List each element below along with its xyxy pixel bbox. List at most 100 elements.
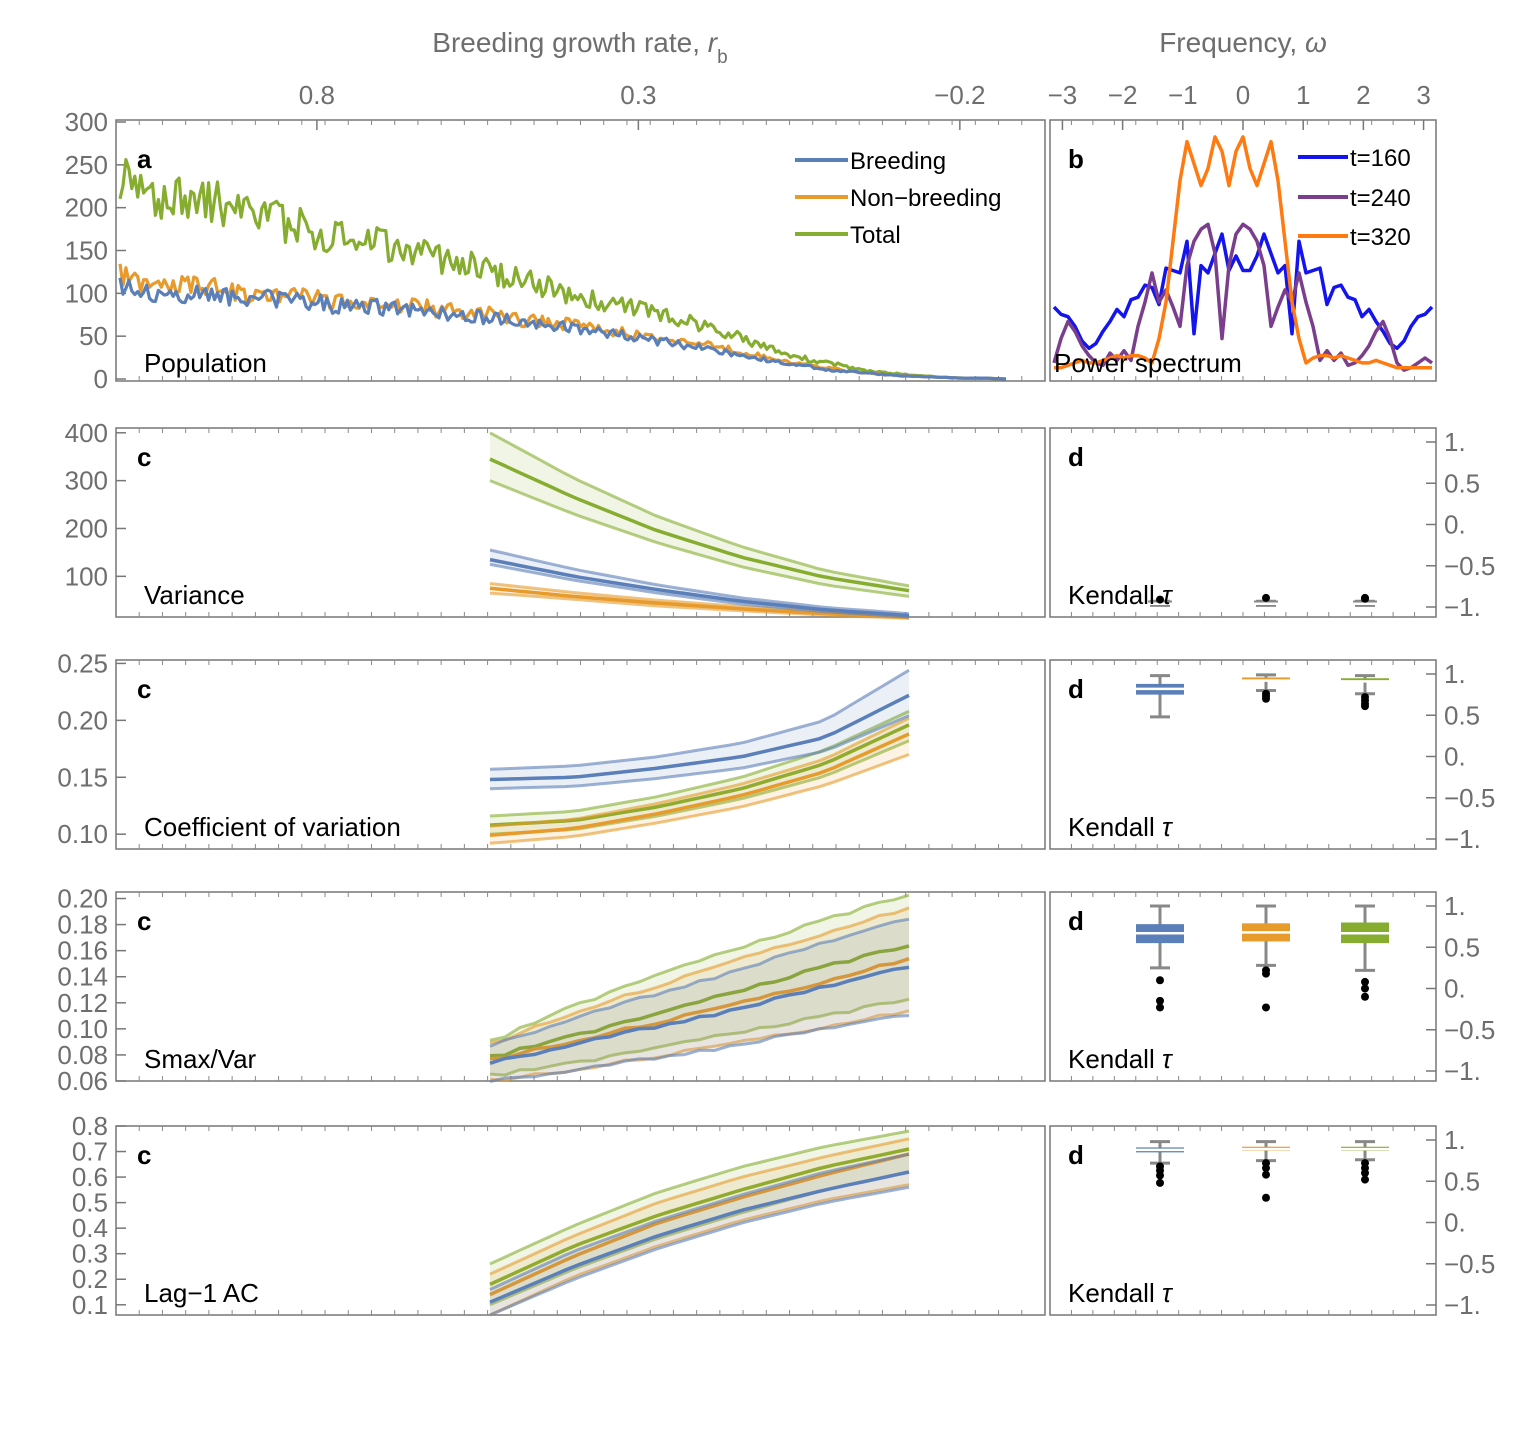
box-1-2-outlier [1361, 702, 1369, 711]
band-mean-nonbreeding [489, 1152, 910, 1297]
y-tick-label-c-lag1: 0.2 [72, 1264, 108, 1294]
box-0-1-outlier [1262, 593, 1270, 602]
band-fill-nonbreeding [490, 1138, 909, 1315]
legend-label-t240: t=240 [1350, 185, 1411, 212]
y-tick-label-pop: 250 [65, 150, 108, 180]
y-tick-label-c-lag1: 0.6 [72, 1162, 108, 1192]
y-tick-label-c-smax: 0.18 [57, 910, 108, 940]
y-tick-label-c-smax: 0.16 [57, 936, 108, 966]
box-2-2-outlier [1361, 984, 1369, 993]
panel-letter-c-smax: c [137, 906, 151, 936]
y-tick-label-pop: 50 [79, 321, 108, 351]
y-tick-label-kendall: −1. [1444, 1056, 1481, 1086]
box-3-0-outlier [1156, 1171, 1164, 1180]
panel-letter-d-lag1: d [1068, 1140, 1084, 1170]
panel-letter-d-cv: d [1068, 674, 1084, 704]
legend-a: Breeding Non−breeding Total [795, 148, 1001, 249]
y-tick-label-pop: 0 [94, 364, 108, 394]
y-tick-label-c-lag1: 0.3 [72, 1239, 108, 1269]
title-power-spectrum: Power spectrum [1054, 348, 1242, 378]
box-0-2-outlier [1361, 593, 1369, 602]
band-mean-breeding [489, 693, 910, 782]
panel-letter-c-lag1: c [137, 1140, 151, 1170]
band-lower-nonbreeding [489, 1183, 910, 1317]
box-2-0-outlier [1156, 1003, 1164, 1012]
band-upper-total [489, 893, 910, 1042]
y-tick-label-c-lag1: 0.7 [72, 1137, 108, 1167]
box-2-2-outlier [1361, 992, 1369, 1001]
spectrum-line-t320 [1054, 135, 1432, 370]
band-mean-total [489, 457, 910, 593]
band-upper-total [489, 431, 910, 588]
panel-letter-c-cv: c [137, 674, 151, 704]
box-3-1-outlier [1262, 1193, 1270, 1202]
box-0-0-outlier [1156, 595, 1164, 604]
y-tick-label-pop: 150 [65, 236, 108, 266]
y-tick-label-kendall: −0.5 [1444, 551, 1495, 581]
x-tick-label-freq: 3 [1416, 80, 1430, 110]
legend-label-t320: t=320 [1350, 224, 1411, 251]
y-tick-label-c-variance: 300 [65, 466, 108, 496]
band-mean-breeding [489, 1170, 910, 1304]
box-3-0-outlier [1156, 1178, 1164, 1187]
title-cv: Coefficient of variation [144, 812, 401, 842]
y-tick-label-kendall: 0. [1444, 1208, 1466, 1238]
band-mean-nonbreeding [489, 957, 910, 1061]
band-fill-total [490, 432, 909, 597]
x-tick-label-freq: 2 [1356, 80, 1370, 110]
x-tick-label-rb: 0.8 [299, 80, 335, 110]
band-lower-breeding [489, 562, 910, 619]
spectrum-line-t160 [1052, 232, 1434, 351]
box-2-1-outlier [1262, 969, 1270, 978]
y-tick-label-kendall: 0. [1444, 510, 1466, 540]
y-tick-label-c-cv: 0.25 [57, 648, 108, 678]
y-tick-label-kendall: 1. [1444, 427, 1466, 457]
y-tick-label-kendall: −0.5 [1444, 1249, 1495, 1279]
y-tick-label-kendall: 0. [1444, 974, 1466, 1004]
band-upper-breeding [489, 1152, 910, 1291]
band-upper-nonbreeding [489, 906, 910, 1045]
y-tick-label-kendall: −0.5 [1444, 783, 1495, 813]
title-variance: Variance [144, 580, 245, 610]
band-upper-total [489, 709, 910, 818]
band-mean-nonbreeding [489, 586, 910, 620]
y-tick-label-c-lag1: 0.5 [72, 1188, 108, 1218]
band-lower-total [489, 479, 910, 598]
x-tick-label-freq: 1 [1296, 80, 1310, 110]
y-tick-label-kendall: −1. [1444, 1290, 1481, 1320]
title-kendall-smax: Kendall τ [1068, 1044, 1174, 1074]
y-tick-label-c-cv: 0.20 [57, 705, 108, 735]
x-tick-label-rb: −0.2 [934, 80, 985, 110]
y-tick-label-c-smax: 0.12 [57, 988, 108, 1018]
y-tick-label-c-lag1: 0.4 [72, 1213, 108, 1243]
series-line-total [118, 158, 1007, 381]
y-tick-label-c-variance: 400 [65, 418, 108, 448]
y-tick-label-c-cv: 0.10 [57, 819, 108, 849]
band-upper-breeding [489, 917, 910, 1048]
freq-axis-label: Frequency, ω [1159, 27, 1327, 58]
legend-label-breeding: Breeding [850, 148, 946, 175]
y-tick-label-c-lag1: 0.8 [72, 1111, 108, 1141]
y-tick-label-c-cv: 0.15 [57, 762, 108, 792]
y-tick-label-kendall: 0.5 [1444, 1166, 1480, 1196]
x-tick-label-freq: −1 [1168, 80, 1198, 110]
y-tick-label-kendall: 0.5 [1444, 932, 1480, 962]
x-tick-label-rb: 0.3 [620, 80, 656, 110]
box-2-2-outlier [1361, 977, 1369, 986]
title-kendall-cv: Kendall τ [1068, 812, 1174, 842]
band-mean-nonbreeding [489, 732, 910, 838]
top-axis-label: Breeding growth rate, rb [432, 27, 727, 68]
y-tick-label-c-smax: 0.10 [57, 1014, 108, 1044]
legend-label-nonbreeding: Non−breeding [850, 185, 1001, 212]
spectrum-line-t240 [1052, 222, 1434, 372]
y-tick-label-c-lag1: 0.1 [72, 1290, 108, 1320]
y-tick-label-kendall: −1. [1444, 592, 1481, 622]
x-tick-label-freq: −2 [1108, 80, 1138, 110]
y-tick-label-c-smax: 0.14 [57, 962, 108, 992]
box-3-2-outlier [1361, 1169, 1369, 1177]
y-tick-label-kendall: 0.5 [1444, 468, 1480, 498]
band-upper-nonbreeding [489, 716, 910, 828]
y-tick-label-kendall: 0. [1444, 742, 1466, 772]
band-fill-breeding [490, 919, 909, 1082]
